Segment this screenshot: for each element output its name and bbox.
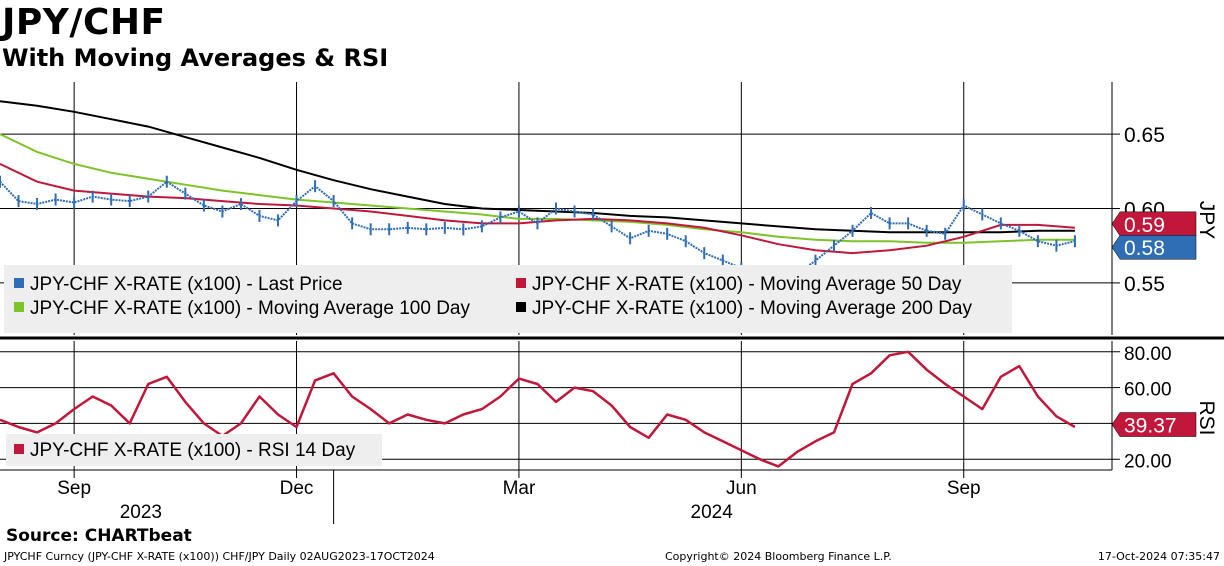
rsi-panel-axis: 20.00 60.00 80.00 RSI 39.37 <box>1111 341 1218 472</box>
footer-ticker: JPYCHF Curncy (JPY-CHF X-RATE (x100)) CH… <box>4 550 435 563</box>
price-axis-title: JPY <box>1195 201 1218 240</box>
rsi-ytick-label-3: 80.00 <box>1124 344 1172 365</box>
rsi-ytick-label-2: 60.00 <box>1124 380 1172 401</box>
legend-swatch-price <box>14 278 24 288</box>
footer-copyright: Copyright© 2024 Bloomberg Finance L.P. <box>665 550 892 563</box>
source-note: Source: CHARTbeat <box>6 526 192 546</box>
price-ytick-label-0: 0.55 <box>1124 273 1165 296</box>
rsi-legend <box>6 434 382 466</box>
rsi-legend-items: JPY-CHF X-RATE (x100) - RSI 14 Day <box>14 440 356 461</box>
series-ma200-line <box>0 100 1075 234</box>
price-panel-series <box>0 100 1076 283</box>
chart-subtitle: With Moving Averages & RSI <box>2 44 389 72</box>
ma50-last-tag-label: 0.59 <box>1124 214 1165 237</box>
legend-swatch-ma50 <box>516 278 526 288</box>
legend-label-ma200: JPY-CHF X-RATE (x100) - Moving Average 2… <box>532 298 972 319</box>
price-legend-items: JPY-CHF X-RATE (x100) - Last Price JPY-CH… <box>14 274 972 319</box>
rsi-last-tag-label: 39.37 <box>1124 415 1177 438</box>
price-ytick-label-2: 0.65 <box>1124 124 1165 147</box>
series-rsi-line <box>0 350 1076 468</box>
price-last-tag-label: 0.58 <box>1124 237 1165 260</box>
x-month-label-0: Sep <box>57 478 91 499</box>
x-month-label-1: Dec <box>280 478 314 499</box>
x-month-label-2: Mar <box>503 478 536 499</box>
ma50-last-tag-box <box>1111 211 1197 237</box>
rsi-last-tag-box <box>1111 412 1197 437</box>
legend-swatch-ma200 <box>516 302 526 312</box>
rsi-axis-title: RSI <box>1195 400 1218 435</box>
x-month-label-3: Jun <box>726 478 757 499</box>
price-last-tag-box <box>1111 234 1197 260</box>
x-axis: Sep Dec Mar Jun Sep 2023 2024 <box>0 469 1112 524</box>
chart-title: JPY/CHF <box>2 2 166 43</box>
footer-timestamp: 17-Oct-2024 07:35:47 <box>1097 550 1220 563</box>
x-month-label-4: Sep <box>947 478 981 499</box>
price-legend <box>4 265 1012 333</box>
legend-swatch-rsi <box>14 444 24 454</box>
legend-label-price: JPY-CHF X-RATE (x100) - Last Price <box>30 274 343 295</box>
x-year-label-0: 2023 <box>120 502 162 523</box>
legend-label-ma100: JPY-CHF X-RATE (x100) - Moving Average 1… <box>30 298 470 319</box>
legend-swatch-ma100 <box>14 302 24 312</box>
legend-label-rsi: JPY-CHF X-RATE (x100) - RSI 14 Day <box>30 440 356 461</box>
x-year-label-1: 2024 <box>691 502 734 523</box>
legend-label-ma50: JPY-CHF X-RATE (x100) - Moving Average 5… <box>532 274 962 295</box>
rsi-panel-series <box>0 350 1076 468</box>
rsi-ytick-label-0: 20.00 <box>1124 451 1172 472</box>
